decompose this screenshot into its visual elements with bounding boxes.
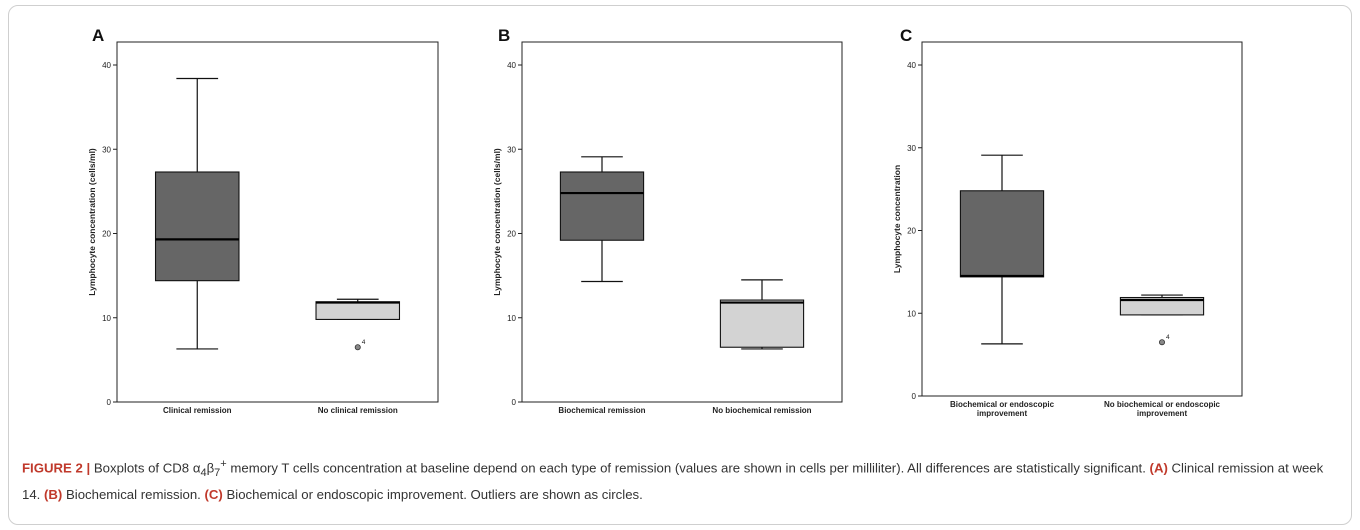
panel-c-y-tick-label: 10 bbox=[907, 309, 916, 318]
panel-b-box-1 bbox=[559, 171, 645, 241]
panel-b-y-tick-label: 40 bbox=[507, 61, 516, 70]
panel-b-plot-frame bbox=[521, 41, 843, 403]
panel-b-y-tick-label: 0 bbox=[512, 398, 517, 407]
panel-c-category-label-1: Biochemical or endoscopic bbox=[950, 400, 1055, 409]
caption-text-2: memory T cells concentration at baseline… bbox=[226, 460, 1150, 476]
panel-c-y-tick-label: 0 bbox=[912, 392, 917, 401]
panel-b-y-tick-label: 20 bbox=[507, 230, 516, 239]
caption-label-b: (B) bbox=[44, 487, 63, 503]
caption-text-1: Boxplots of CD8 bbox=[90, 460, 193, 476]
panel-b-y-tick-label: 30 bbox=[507, 145, 516, 154]
panel-a-outlier-point bbox=[354, 344, 361, 351]
panel-a-y-axis-label: Lymphocyte concentration (cells/ml) bbox=[87, 148, 97, 296]
panel-a-y-tick-label: 0 bbox=[107, 398, 112, 407]
panel-b-box-2 bbox=[719, 299, 805, 348]
panel-c-y-tick-label: 20 bbox=[907, 227, 916, 236]
caption-text-a: Clinical remission at week 14. bbox=[22, 460, 1324, 503]
caption-label-a: (A) bbox=[1149, 460, 1168, 476]
caption-alpha: α bbox=[192, 460, 201, 476]
panel-c-y-tick-label: 40 bbox=[907, 61, 916, 70]
panel-a-y-tick-label: 10 bbox=[102, 314, 111, 323]
panel-c-y-axis-label: Lymphocyte concentration bbox=[892, 165, 902, 273]
panel-c-box-1 bbox=[959, 190, 1045, 278]
caption-subscript-4: 4 bbox=[200, 467, 207, 480]
panel-label-a: A bbox=[92, 26, 105, 45]
caption-text-c: Biochemical or endoscopic improvement. O… bbox=[222, 487, 643, 503]
caption-figure-label: FIGURE 2 | bbox=[22, 460, 91, 476]
panel-a-y-tick-label: 40 bbox=[102, 61, 111, 70]
panel-c-outlier-point bbox=[1159, 339, 1166, 346]
panel-a-box-2 bbox=[315, 301, 401, 320]
panel-c-category-label-1: improvement bbox=[977, 409, 1028, 418]
panel-b-category-label-2: No biochemical remission bbox=[712, 406, 811, 415]
panel-b-y-tick-label: 10 bbox=[507, 314, 516, 323]
panel-b-category-label-1: Biochemical remission bbox=[558, 406, 645, 415]
panel-label-b: B bbox=[498, 26, 511, 45]
panel-c-plot-frame bbox=[921, 41, 1243, 397]
caption-subscript-7: 7 bbox=[214, 467, 221, 480]
panel-a-box-1 bbox=[154, 171, 240, 282]
panel-c-category-label-2: improvement bbox=[1137, 409, 1188, 418]
figure-caption: FIGURE 2 | Boxplots of CD8 α4β7+ memory … bbox=[22, 454, 1342, 505]
panel-c-category-label-2: No biochemical or endoscopic bbox=[1104, 400, 1221, 409]
caption-beta: β bbox=[206, 460, 215, 476]
panel-b-y-axis-label: Lymphocyte concentration (cells/ml) bbox=[492, 148, 502, 296]
panel-a-category-label-1: Clinical remission bbox=[163, 406, 232, 415]
panel-c-box-2 bbox=[1119, 296, 1205, 316]
panel-label-c: C bbox=[900, 26, 913, 45]
panel-a-y-tick-label: 30 bbox=[102, 145, 111, 154]
panel-a-y-tick-label: 20 bbox=[102, 230, 111, 239]
caption-text-b: Biochemical remission. bbox=[62, 487, 205, 503]
panel-c-y-tick-label: 30 bbox=[907, 144, 916, 153]
caption-label-c: (C) bbox=[204, 487, 223, 503]
panel-a-plot-frame bbox=[116, 41, 439, 403]
panel-a-outlier-label: 4 bbox=[362, 339, 366, 346]
panel-c-outlier-label: 4 bbox=[1166, 334, 1170, 341]
caption-plus: + bbox=[220, 458, 227, 470]
panel-a-category-label-2: No clinical remission bbox=[318, 406, 398, 415]
